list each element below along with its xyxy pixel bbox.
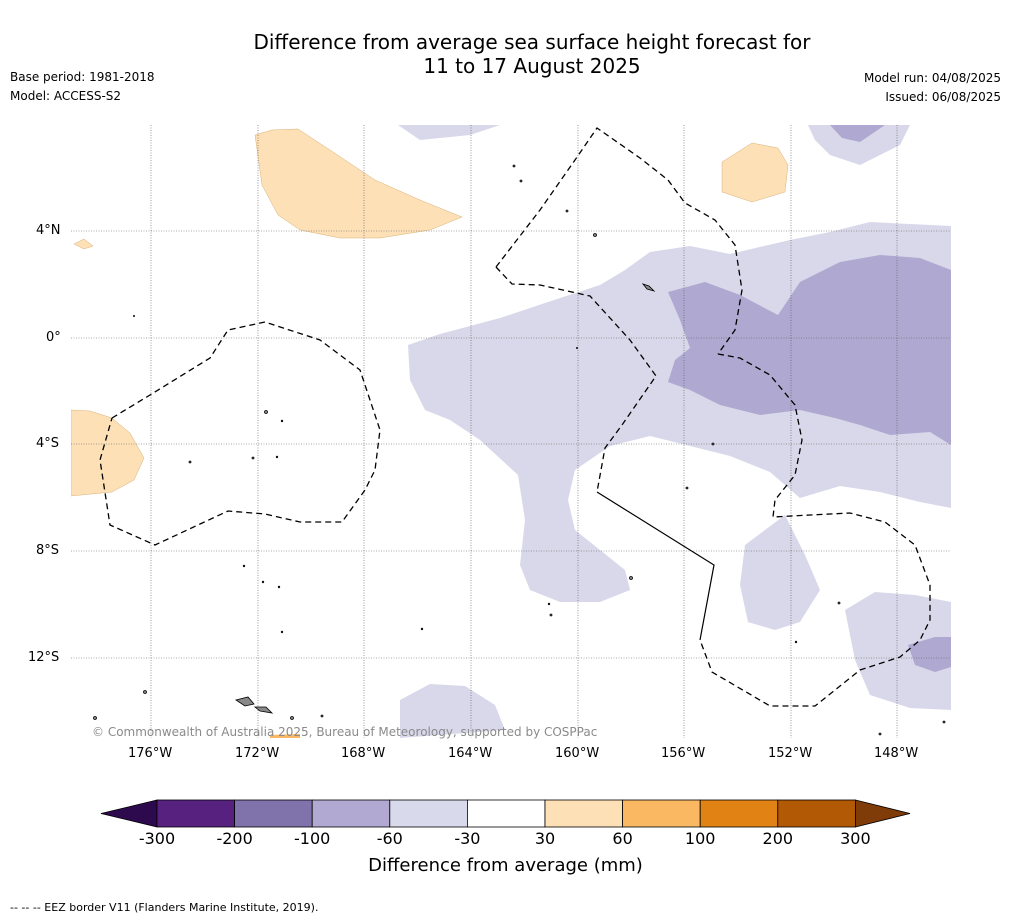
anomaly-region-neg60-ne [830, 125, 885, 142]
colorbar-extend-max [855, 799, 911, 828]
colorbar-segment [156, 799, 235, 828]
island-samoa-upolu [235, 696, 255, 707]
lon-label-156w: 156°W [661, 746, 706, 761]
eez-border-central [495, 127, 743, 355]
colorbar-tick-label: -200 [216, 829, 253, 848]
colorbar-extend-min [100, 799, 158, 828]
eez-border-solid [596, 491, 715, 641]
colorbar-tick-label: 60 [612, 829, 633, 848]
colorbar-segment [234, 799, 313, 828]
colorbar-segment [389, 799, 468, 828]
colorbar-segment [622, 799, 701, 828]
lon-label-164w: 164°W [448, 746, 493, 761]
graticule [71, 125, 951, 738]
eez-footnote: -- -- -- EEZ border V11 (Flanders Marine… [10, 901, 319, 914]
colorbar-title: Difference from average (mm) [368, 855, 643, 876]
eez-borders [99, 127, 931, 707]
anomaly-region-neg30-south [400, 684, 505, 738]
eez-border-central-south [495, 266, 657, 493]
lon-label-160w: 160°W [555, 746, 600, 761]
model-text: Model: ACCESS-S2 [10, 89, 122, 103]
eez-border-west [99, 321, 381, 546]
anomaly-region-pos30-west [71, 409, 145, 497]
lon-label-148w: 148°W [874, 746, 919, 761]
island-samoa-savaii [253, 706, 274, 714]
lat-label-12s: 12°S [28, 650, 60, 665]
colorbar-tick-label: 30 [534, 829, 556, 848]
colorbar-segment [544, 799, 623, 828]
anomaly-region-neg60-se [908, 637, 951, 672]
colorbar-segment [777, 799, 856, 828]
anomaly-region-pos30-nw [73, 238, 94, 250]
lon-label-152w: 152°W [768, 746, 813, 761]
meta-left: Base period: 1981-2018 Model: ACCESS-S2 [10, 68, 155, 106]
anomaly-region-neg30-north [398, 125, 500, 140]
anomaly-region-pos30-north [254, 128, 463, 239]
lon-label-168w: 168°W [341, 746, 386, 761]
anomaly-region-pos60-sliver [270, 734, 300, 738]
colorbar-tick-label: 200 [762, 829, 794, 848]
lat-label-4s: 4°S [36, 436, 60, 451]
lon-label-172w: 172°W [235, 746, 280, 761]
island-kiribati-1 [641, 283, 656, 292]
colorbar-tick-label: 100 [684, 829, 716, 848]
lon-label-176w: 176°W [128, 746, 173, 761]
base-period-text: Base period: 1981-2018 [10, 70, 155, 84]
lat-label-8s: 8°S [36, 543, 60, 558]
colorbar-segment [699, 799, 779, 828]
title-line-2: 11 to 17 August 2025 [423, 54, 641, 78]
issued-text: Issued: 06/08/2025 [885, 90, 1001, 104]
colorbar-segment [466, 799, 546, 828]
map-title: Difference from average sea surface heig… [0, 30, 1011, 78]
colorbar-tick-label: -30 [454, 829, 481, 848]
eez-border-east [699, 353, 931, 707]
colorbar-segment [311, 799, 391, 828]
colorbar-tick-label: 300 [840, 829, 871, 848]
title-line-1: Difference from average sea surface heig… [253, 30, 811, 54]
colorbar [100, 799, 911, 828]
colorbar-tick-label: -60 [376, 829, 403, 848]
anomaly-region-neg60-east [668, 255, 951, 445]
anomaly-region-neg30-se1 [740, 515, 820, 630]
model-run-text: Model run: 04/08/2025 [863, 71, 1001, 85]
islands [93, 164, 946, 736]
meta-right: Model run: 04/08/2025 Issued: 06/08/2025 [864, 69, 1001, 107]
lat-label-0: 0° [46, 330, 61, 345]
colorbar-tick-label: -300 [138, 829, 176, 848]
copyright-text: © Commonwealth of Australia 2025, Bureau… [92, 725, 598, 739]
lat-label-4n: 4°N [36, 223, 61, 238]
anomaly-region-neg30-ne [808, 125, 910, 165]
anomaly-region-neg30-se2 [845, 592, 951, 710]
map-contours [71, 125, 951, 738]
colorbar-tick-label: -100 [294, 829, 331, 848]
anomaly-region-pos30-ne [721, 142, 789, 203]
